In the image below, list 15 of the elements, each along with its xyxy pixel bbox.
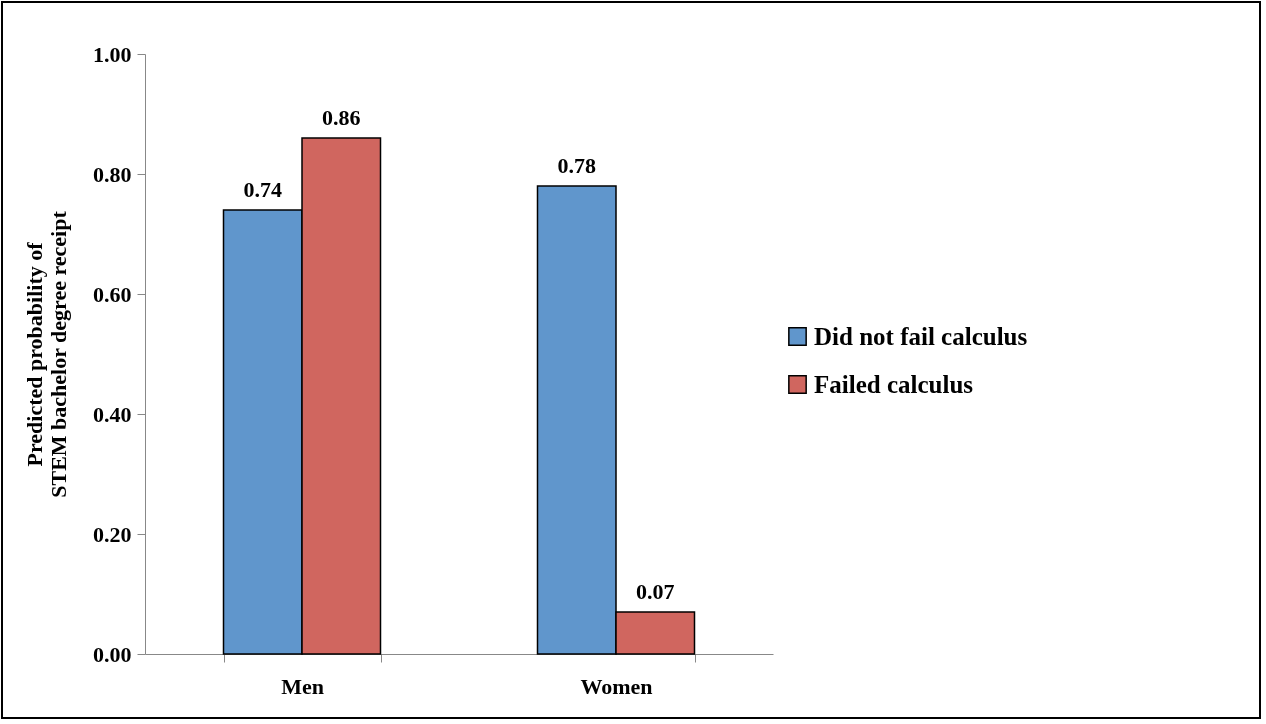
legend-label: Failed calculus [814,370,974,398]
x-tick-label: Women [580,673,653,699]
y-tick-label: 0.20 [93,521,132,547]
data-label: 0.74 [243,177,282,202]
y-tick-label: 0.40 [93,401,132,427]
y-tick-label: 0.00 [93,641,132,667]
data-label: 0.07 [636,579,675,604]
y-tick-label: 1.00 [93,41,132,67]
legend-label: Did not fail calculus [814,322,1028,350]
data-label: 0.86 [322,105,361,130]
y-tick-label: 0.80 [93,161,132,187]
y-axis-title: Predicted probability of STEM bachelor degree receipt [22,210,71,498]
x-tick-label: Men [281,673,324,699]
y-tick-label: 0.60 [93,281,132,307]
data-label: 0.78 [557,153,596,178]
